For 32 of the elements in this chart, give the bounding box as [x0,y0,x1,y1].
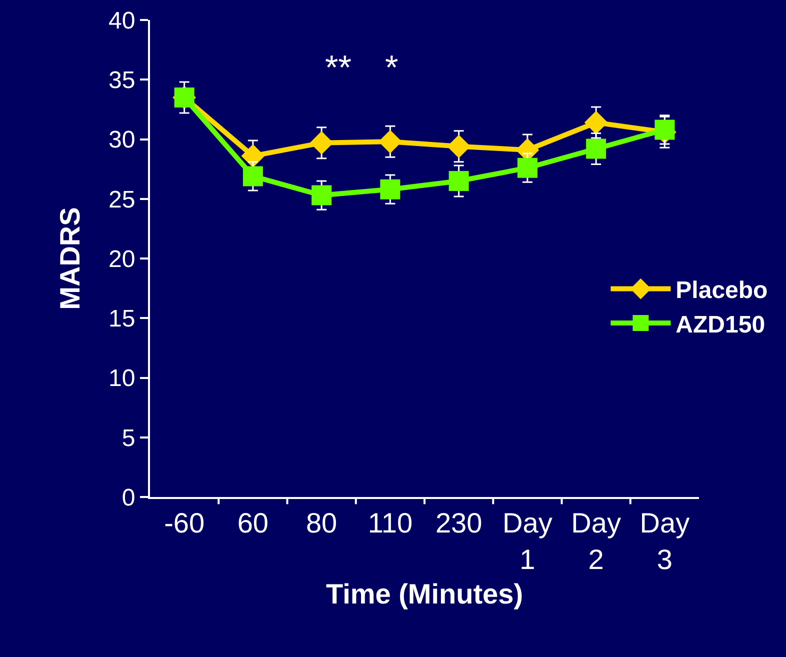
y-axis-title: MADRS [54,207,86,310]
y-tick-label: 20 [108,246,136,273]
legend-label: AZD150 [676,311,766,338]
y-tick-label: 30 [108,126,136,154]
point [584,110,608,134]
y-tick-label: 35 [108,67,136,94]
x-tick-label: Day 3 [640,508,690,575]
point [586,138,606,159]
x-tick-label: 230 [435,508,482,539]
x-tick-label: 110 [368,508,413,539]
x-tick-label: 60 [237,508,269,539]
legend-label: Placebo [676,277,768,304]
x-tick-label: Day 1 [502,508,552,575]
annotation: ** [325,49,352,87]
y-tick-label: 25 [108,186,136,214]
y-tick-label: 5 [122,424,136,452]
point [312,185,332,206]
x-axis-title: Time (Minutes) [326,578,524,610]
point [517,158,538,178]
point [242,166,263,186]
point [654,120,675,140]
point [380,179,400,200]
x-tick-label: Day 2 [571,508,621,575]
point [241,144,265,168]
y-tick-label: 10 [108,365,136,392]
y-tick-label: 0 [122,484,136,512]
annotation: * [385,49,398,87]
x-tick-label: -60 [164,508,205,539]
y-tick-label: 15 [108,306,136,333]
point [448,170,469,191]
x-tick-label: 80 [306,508,338,539]
y-tick-label: 40 [108,7,136,34]
